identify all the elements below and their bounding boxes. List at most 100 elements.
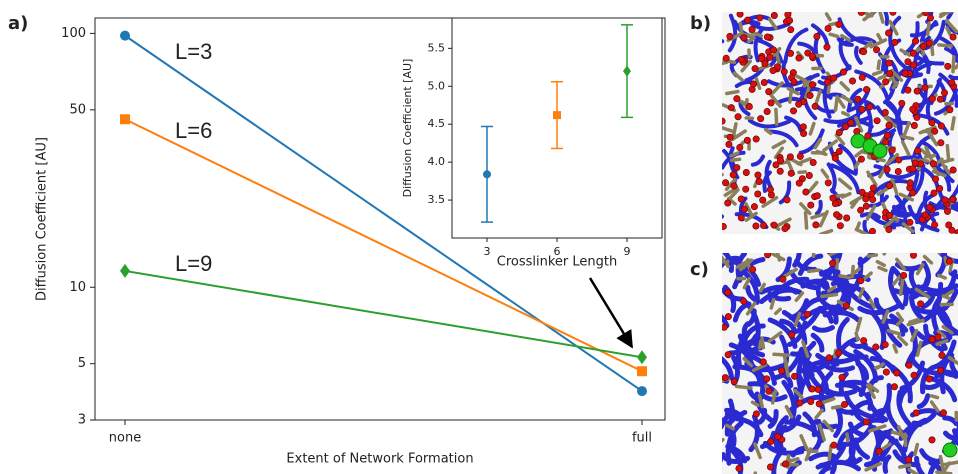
molecule-part bbox=[854, 95, 862, 103]
molecule-part bbox=[881, 109, 889, 117]
molecule-part bbox=[837, 345, 869, 360]
molecule-part bbox=[926, 203, 934, 211]
y-axis-label: Diffusion Coefficient [AU] bbox=[401, 59, 414, 198]
molecule-part bbox=[913, 149, 925, 195]
molecule-part bbox=[784, 404, 794, 419]
molecule-part bbox=[807, 397, 815, 405]
molecule-part bbox=[858, 105, 866, 113]
molecule-part bbox=[914, 455, 926, 474]
molecule-part bbox=[839, 81, 851, 92]
x-axis-label: Crosslinker Length bbox=[497, 255, 617, 270]
molecule-part bbox=[835, 20, 843, 28]
molecule-part bbox=[909, 253, 917, 259]
molecule-part bbox=[786, 86, 800, 96]
molecule-part bbox=[938, 12, 950, 19]
molecule-part bbox=[883, 215, 898, 229]
molecule-part bbox=[760, 221, 768, 229]
molecule-part bbox=[779, 275, 787, 283]
molecule-part bbox=[923, 19, 946, 51]
molecule-part bbox=[913, 87, 921, 95]
molecule-part bbox=[771, 46, 782, 58]
molecule-part bbox=[725, 140, 733, 148]
molecule-part bbox=[925, 128, 936, 142]
marker bbox=[637, 386, 647, 397]
molecule-part bbox=[862, 418, 870, 426]
molecule-part bbox=[793, 311, 802, 327]
molecule-part bbox=[849, 341, 868, 349]
molecule-part bbox=[726, 196, 737, 206]
molecule-part bbox=[772, 352, 791, 357]
molecule-part bbox=[806, 268, 821, 274]
panel-label: a) bbox=[8, 13, 28, 34]
molecule-part bbox=[892, 274, 902, 286]
molecule-part bbox=[783, 27, 809, 64]
molecule-part bbox=[781, 460, 789, 468]
molecule-part bbox=[938, 454, 945, 472]
molecule-part bbox=[909, 189, 917, 197]
molecule-part bbox=[873, 364, 884, 370]
molecule-part bbox=[853, 437, 870, 460]
molecule-part bbox=[946, 12, 954, 20]
molecule-part bbox=[942, 442, 958, 458]
molecule-part bbox=[780, 68, 788, 76]
molecule-part bbox=[840, 192, 852, 199]
molecule-part bbox=[943, 430, 958, 441]
molecule-part bbox=[746, 36, 756, 44]
y-tick-label: 3 bbox=[78, 413, 86, 428]
molecule-part bbox=[813, 192, 821, 200]
molecule-part bbox=[773, 415, 789, 451]
molecule-part bbox=[910, 371, 918, 379]
molecule-part bbox=[941, 89, 949, 97]
molecule-part bbox=[742, 323, 766, 341]
molecule-part bbox=[763, 33, 771, 41]
molecule-part bbox=[847, 421, 867, 438]
molecule-part bbox=[796, 399, 804, 407]
molecule-part bbox=[864, 392, 874, 411]
molecule-part bbox=[936, 273, 947, 280]
molecule-part bbox=[921, 84, 929, 92]
molecule-part bbox=[872, 343, 880, 351]
molecule-part bbox=[775, 253, 782, 262]
molecule-part bbox=[943, 289, 955, 298]
molecule-part bbox=[836, 282, 872, 302]
molecule-part bbox=[826, 285, 837, 293]
molecule-part bbox=[850, 267, 861, 277]
molecule-part bbox=[744, 202, 754, 218]
molecule-part bbox=[914, 287, 931, 299]
marker bbox=[553, 111, 561, 120]
molecule-part bbox=[909, 49, 917, 57]
molecule-part bbox=[912, 37, 920, 45]
molecule-part bbox=[936, 185, 944, 193]
molecule-part bbox=[809, 81, 817, 89]
molecule-part bbox=[915, 192, 937, 225]
x-axis-label: Extent of Network Formation bbox=[286, 452, 473, 467]
molecule-part bbox=[736, 12, 744, 18]
molecule-part bbox=[813, 89, 822, 107]
molecule-part bbox=[942, 415, 958, 427]
molecule-part bbox=[790, 78, 798, 86]
molecule-part bbox=[727, 104, 735, 112]
molecule-part bbox=[737, 214, 745, 222]
molecule-part bbox=[813, 137, 823, 150]
molecule-part bbox=[736, 143, 744, 151]
molecule-part bbox=[875, 259, 886, 268]
molecule-part bbox=[842, 302, 850, 310]
molecule-part bbox=[858, 73, 866, 81]
molecule-part bbox=[945, 26, 952, 36]
plot-frame bbox=[94, 17, 666, 421]
molecule-part bbox=[827, 444, 833, 461]
molecule-part bbox=[881, 309, 890, 324]
marker bbox=[483, 170, 491, 179]
molecule-part bbox=[849, 77, 857, 85]
molecule-part bbox=[781, 309, 808, 346]
molecule-part bbox=[784, 12, 792, 19]
molecule-part bbox=[928, 95, 936, 103]
x-tick-label: none bbox=[109, 431, 141, 446]
molecule-part bbox=[922, 12, 930, 17]
molecule-part bbox=[733, 164, 741, 172]
y-tick-label: 5.5 bbox=[428, 41, 446, 54]
molecule-part bbox=[800, 278, 829, 289]
molecule-part bbox=[751, 65, 759, 73]
molecule-part bbox=[724, 199, 732, 207]
